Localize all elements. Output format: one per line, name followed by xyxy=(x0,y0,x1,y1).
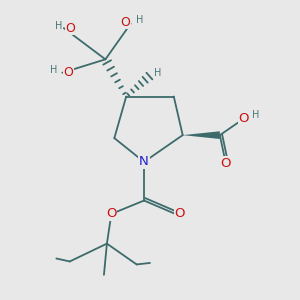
Text: O: O xyxy=(220,157,231,170)
Text: H: H xyxy=(252,110,260,120)
Text: O: O xyxy=(120,16,130,29)
Text: H: H xyxy=(50,65,58,75)
Text: H: H xyxy=(154,68,162,78)
Text: O: O xyxy=(106,207,117,220)
Text: O: O xyxy=(175,207,185,220)
Text: O: O xyxy=(238,112,249,125)
Polygon shape xyxy=(183,131,220,139)
Text: O: O xyxy=(65,22,75,34)
Text: O: O xyxy=(63,66,73,79)
Text: H: H xyxy=(136,15,143,25)
Text: N: N xyxy=(139,155,149,168)
Text: H: H xyxy=(55,21,62,31)
